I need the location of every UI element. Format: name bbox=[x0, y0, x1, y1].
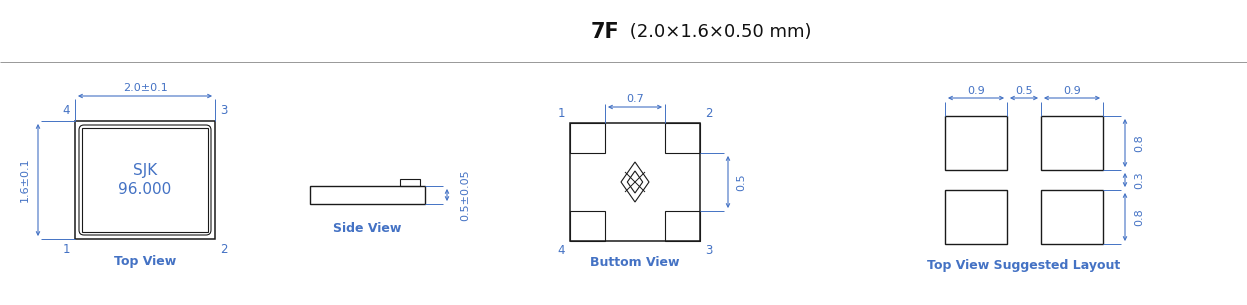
Bar bbox=[945, 116, 1008, 170]
Text: 7F: 7F bbox=[591, 22, 620, 42]
Text: 0.5: 0.5 bbox=[736, 173, 746, 191]
Text: 96.000: 96.000 bbox=[118, 181, 172, 196]
Bar bbox=[82, 128, 208, 232]
Bar bbox=[665, 211, 700, 241]
Text: 2: 2 bbox=[705, 107, 712, 120]
Text: 0.8: 0.8 bbox=[1134, 134, 1143, 152]
Bar bbox=[570, 123, 700, 241]
Bar bbox=[945, 190, 1008, 244]
Text: 2: 2 bbox=[219, 243, 227, 256]
Text: SJK: SJK bbox=[133, 163, 157, 178]
Text: Buttom View: Buttom View bbox=[590, 257, 680, 270]
Text: Top View: Top View bbox=[113, 254, 176, 267]
Text: 0.7: 0.7 bbox=[626, 94, 643, 104]
Text: 1.6±0.1: 1.6±0.1 bbox=[20, 158, 30, 202]
Text: 1: 1 bbox=[557, 107, 565, 120]
Text: 0.5: 0.5 bbox=[1015, 86, 1033, 96]
Text: 0.5±0.05: 0.5±0.05 bbox=[460, 169, 470, 221]
Bar bbox=[570, 211, 605, 241]
Text: Top View Suggested Layout: Top View Suggested Layout bbox=[928, 260, 1121, 272]
Text: 4: 4 bbox=[557, 244, 565, 257]
Text: (2.0×1.6×0.50 mm): (2.0×1.6×0.50 mm) bbox=[624, 23, 811, 41]
Bar bbox=[665, 123, 700, 153]
Bar bbox=[570, 123, 605, 153]
Text: 0.9: 0.9 bbox=[1064, 86, 1081, 96]
Bar bbox=[311, 186, 425, 204]
Text: 0.8: 0.8 bbox=[1134, 208, 1143, 226]
Text: Side View: Side View bbox=[333, 223, 402, 235]
Bar bbox=[75, 121, 214, 239]
Text: 3: 3 bbox=[219, 104, 227, 117]
Bar bbox=[1041, 116, 1104, 170]
Bar bbox=[1041, 190, 1104, 244]
Text: 1: 1 bbox=[62, 243, 70, 256]
Text: 3: 3 bbox=[705, 244, 712, 257]
Text: 0.9: 0.9 bbox=[968, 86, 985, 96]
Bar bbox=[400, 179, 420, 186]
Text: 4: 4 bbox=[62, 104, 70, 117]
Text: 0.3: 0.3 bbox=[1134, 171, 1143, 189]
Text: 2.0±0.1: 2.0±0.1 bbox=[122, 83, 167, 93]
